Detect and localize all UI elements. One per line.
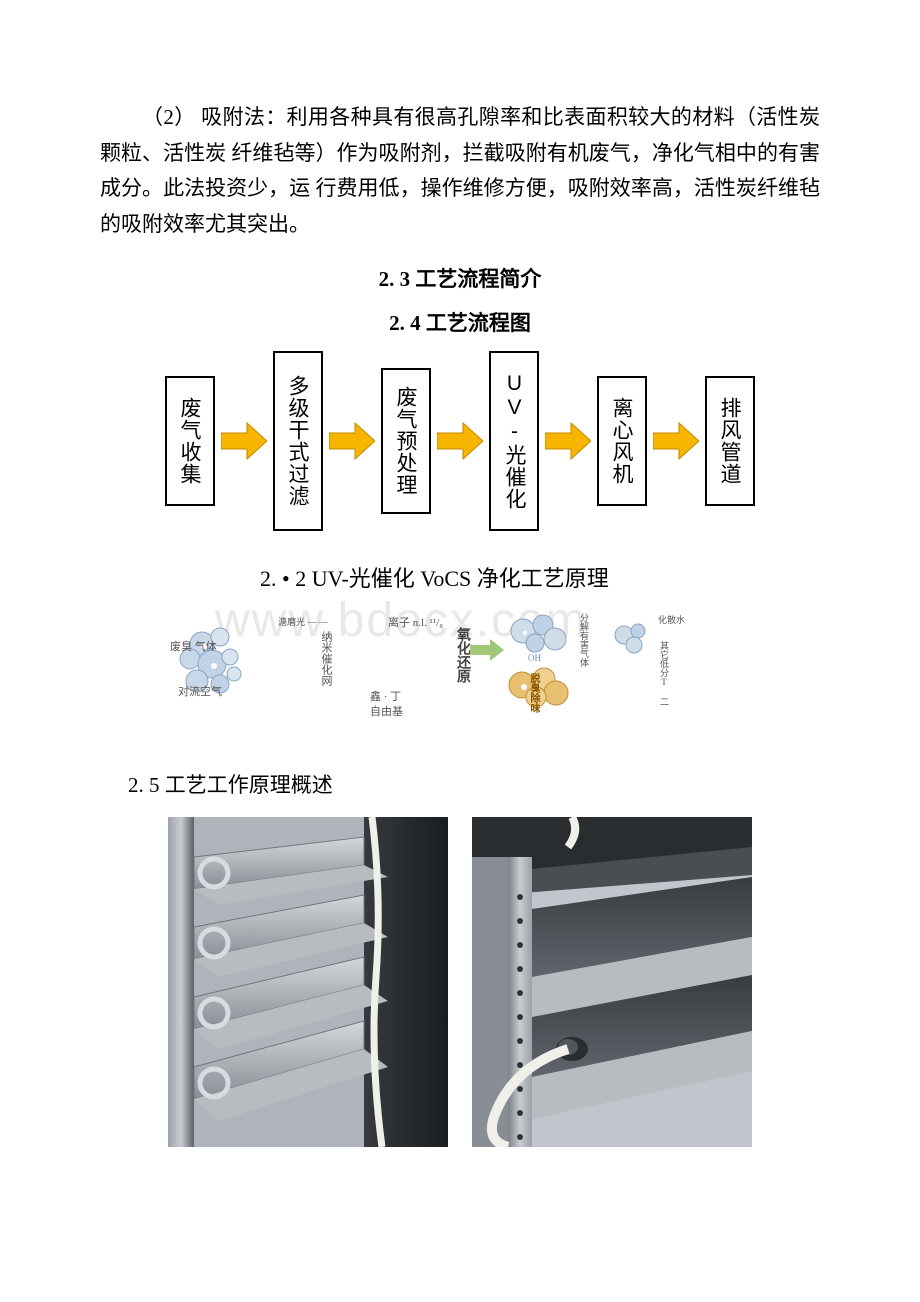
flow-arrow-icon [437,421,483,461]
label-qita: 其它低分T 二 [658,641,671,706]
label-lizi: 离子 n.l. ¹¹/₈ [388,617,443,630]
flow-box-2: 多级干式过滤 [273,351,323,531]
flow-arrow-icon [653,421,699,461]
paragraph-adsorption-method: （2） 吸附法：利用各种具有很高孔隙率和比表面积较大的材料（活性炭颗粒、活性炭 … [100,100,820,243]
flow-arrow-icon [329,421,375,461]
heading-2-4: 2. 4 工艺流程图 [100,307,820,337]
label-beam: 溏磨光 — — [278,617,328,628]
flow-arrow-icon [221,421,267,461]
equipment-photos [100,817,820,1147]
flow-box-3: 废气预处理 [381,368,431,514]
uv-principle-diagram: www.bdocx.com 废臭 气体 对流空气 溏磨光 — — 纳米催化网 离… [170,611,750,741]
molecule-cluster-blue-icon [505,611,575,659]
label-duiliu: 对流空气 [178,686,222,699]
molecule-cluster-small-icon [610,619,654,659]
heading-2-3: 2. 3 工艺流程简介 [100,263,820,293]
equipment-photo-1 [168,817,448,1147]
label-ziyouji: 自由基 [370,706,403,719]
heading-2-2-uv: 2. • 2 UV-光催化 VoCS 净化工艺原理 [260,561,820,593]
flow-box-1: 废气收集 [165,376,215,506]
flow-arrow-icon [545,421,591,461]
label-fouqi: 废臭 气体 [170,641,217,654]
flow-box-6: 排风管道 [705,376,755,506]
label-huashui: 化散水 [658,615,685,626]
heading-2-5: 2. 5 工艺工作原理概述 [128,769,820,799]
flow-box-4: UV-光催化 [489,351,539,531]
green-arrow-icon [470,639,504,661]
process-flowchart: 废气收集 多级干式过滤 废气预处理 UV-光催化 离心风机 排风管道 [100,351,820,531]
label-yanghua: 氧化还原 [452,627,472,683]
equipment-photo-2 [472,817,752,1147]
flow-box-5: 离心风机 [597,376,647,506]
label-tuochou: 脱臭除味 [526,673,541,713]
label-xin: 鑫 · 丁 [370,691,401,704]
label-nami: 纳米催化网 [318,631,334,686]
label-fenjie: 分解有害气体 [578,613,591,667]
